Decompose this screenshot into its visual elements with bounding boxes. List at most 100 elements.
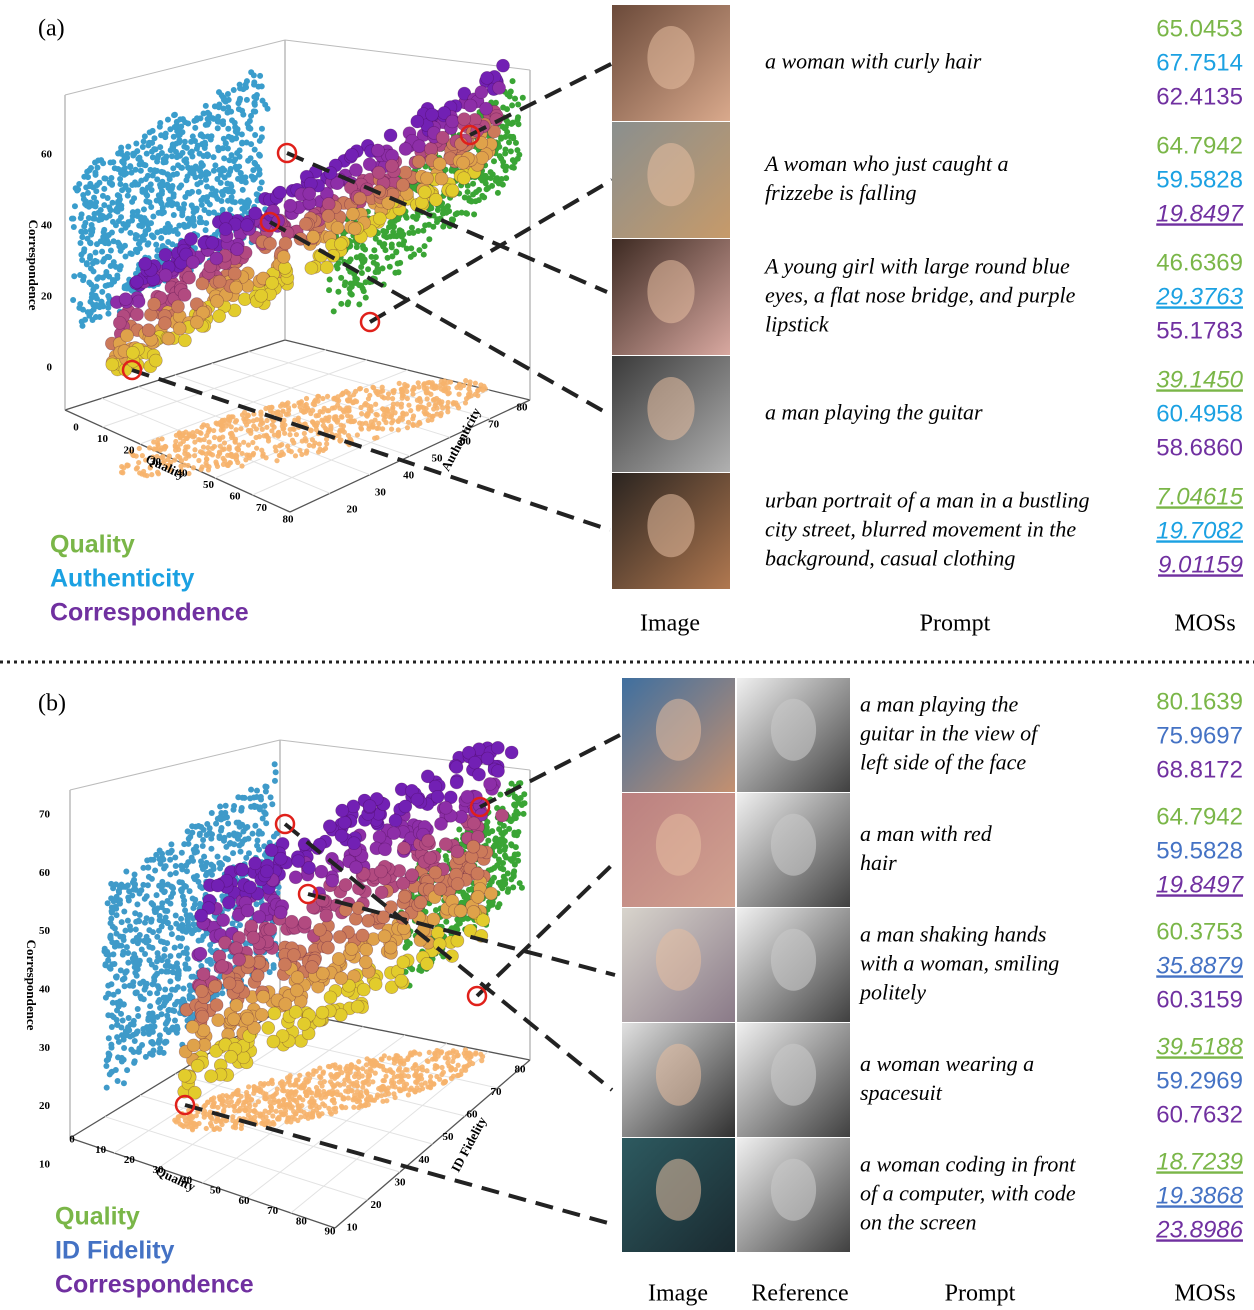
floor-point	[308, 428, 313, 433]
wall-point	[192, 125, 198, 131]
wall-point	[179, 150, 185, 156]
wall-point	[176, 137, 182, 143]
wall-point	[132, 964, 138, 970]
wall-point	[219, 990, 225, 996]
side-point	[483, 173, 489, 179]
sphere-point	[433, 157, 446, 170]
side-point	[352, 275, 358, 281]
floor-point	[317, 441, 322, 446]
floor-point	[382, 409, 387, 414]
side-point	[515, 121, 521, 127]
floor-point	[220, 419, 225, 424]
wall-point	[243, 825, 249, 831]
side-point	[493, 100, 499, 106]
floor-point	[317, 1074, 322, 1079]
floor-point	[238, 426, 243, 431]
wall-point	[157, 1032, 163, 1038]
floor-point	[206, 450, 211, 455]
wall-point	[130, 956, 136, 962]
wall-point	[134, 973, 140, 979]
wall-point	[118, 167, 124, 173]
wall-point	[237, 922, 243, 928]
floor-point	[204, 1126, 209, 1131]
wall-point	[196, 823, 202, 829]
floor-point	[276, 430, 281, 435]
wall-point	[177, 943, 183, 949]
wall-point	[268, 794, 274, 800]
wall-point	[105, 1056, 111, 1062]
side-point	[416, 247, 422, 253]
wall-point	[191, 118, 197, 124]
wall-point	[82, 220, 88, 226]
floor-point	[390, 1070, 395, 1075]
wall-point	[104, 233, 110, 239]
floor-point	[246, 428, 251, 433]
wall-point	[159, 957, 165, 963]
sphere-point	[429, 193, 442, 206]
floor-point	[236, 447, 241, 452]
wall-point	[133, 167, 139, 173]
prompt-text: a woman with curly hair	[765, 49, 982, 74]
wall-point	[119, 919, 125, 925]
sphere-point	[424, 142, 437, 155]
floor-point	[219, 423, 224, 428]
floor-point	[312, 402, 317, 407]
wall-point	[155, 999, 161, 1005]
wall-point	[126, 1015, 132, 1021]
side-point	[496, 880, 502, 886]
mos-score: 19.8497	[1156, 200, 1244, 227]
side-point	[460, 892, 466, 898]
floor-point	[229, 414, 234, 419]
floor-point	[274, 410, 279, 415]
floor-point	[428, 1080, 433, 1085]
side-point	[520, 95, 526, 101]
side-point	[464, 211, 470, 217]
side-point	[509, 164, 515, 170]
side-point	[422, 222, 428, 228]
wall-point	[166, 197, 172, 203]
side-point	[512, 801, 518, 807]
floor-point	[295, 1118, 300, 1123]
floor-point	[439, 399, 444, 404]
wall-point	[173, 863, 179, 869]
tick-label: 60	[41, 149, 53, 161]
wall-point	[141, 138, 147, 144]
wall-point	[121, 1002, 127, 1008]
tick-label: 20	[124, 445, 136, 457]
wall-point	[211, 168, 217, 174]
photo-face	[647, 377, 694, 440]
floor-point	[173, 448, 178, 453]
wall-point	[135, 156, 141, 162]
mos-score: 62.4135	[1156, 83, 1243, 110]
wall-point	[99, 289, 105, 295]
floor-point	[319, 1111, 324, 1116]
floor-point	[120, 470, 125, 475]
wall-point	[250, 167, 256, 173]
floor-point	[389, 1078, 394, 1083]
wall-point	[94, 259, 100, 265]
wall-point	[191, 209, 197, 215]
side-point	[502, 151, 508, 157]
floor-point	[173, 443, 178, 448]
wall-point	[100, 213, 106, 219]
wall-point	[198, 197, 204, 203]
floor-point	[275, 1087, 280, 1092]
sphere-point	[371, 144, 384, 157]
wall-point	[133, 141, 139, 147]
wall-point	[246, 199, 252, 205]
floor-point	[320, 396, 325, 401]
floor-point	[353, 389, 358, 394]
wall-point	[118, 943, 124, 949]
sphere-point	[131, 308, 144, 321]
wall-point	[248, 155, 254, 161]
wall-point	[93, 249, 99, 255]
floor-point	[272, 425, 277, 430]
wall-point	[165, 850, 171, 856]
sphere-point	[481, 71, 494, 84]
wall-point	[165, 172, 171, 178]
floor-point	[134, 466, 139, 471]
sphere-point	[385, 159, 398, 172]
floor-point	[380, 385, 385, 390]
sphere-point	[324, 991, 337, 1004]
wall-point	[193, 844, 199, 850]
